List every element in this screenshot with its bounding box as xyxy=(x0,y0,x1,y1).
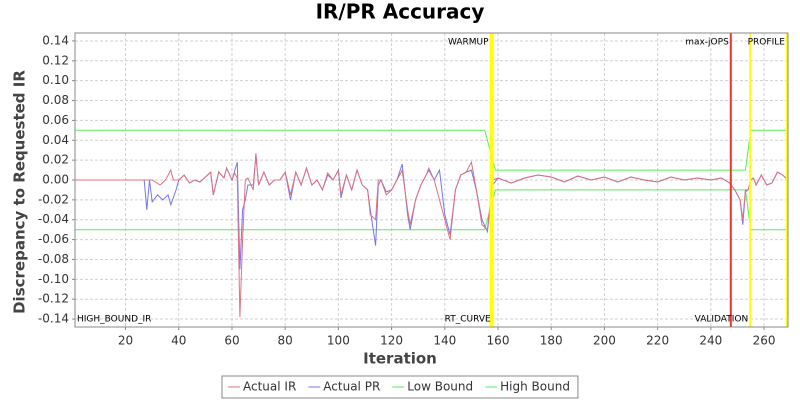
series-line xyxy=(75,129,788,171)
y-tick-label: -0.12 xyxy=(38,292,69,306)
x-tick-label: 60 xyxy=(224,334,239,348)
series-line xyxy=(75,153,789,318)
legend-label: Actual PR xyxy=(323,380,380,394)
y-tick-label: 0.00 xyxy=(42,173,69,187)
y-tick-label: -0.04 xyxy=(38,212,69,226)
x-tick-label: 120 xyxy=(380,334,403,348)
y-tick-label: 0.04 xyxy=(42,133,69,147)
annotation: WARMUP xyxy=(448,38,489,48)
x-tick-label: 140 xyxy=(433,334,456,348)
y-axis-title: Discrepancy to Requested IR xyxy=(11,70,29,314)
x-tick-label: 20 xyxy=(118,334,133,348)
x-tick-label: 260 xyxy=(753,334,776,348)
y-tick-label: -0.06 xyxy=(38,232,69,246)
y-tick-label: -0.08 xyxy=(38,252,69,266)
legend-label: Low Bound xyxy=(407,380,473,394)
annotation: max-jOPS xyxy=(685,38,729,48)
y-tick-label: 0.10 xyxy=(42,73,69,87)
x-tick-label: 220 xyxy=(646,334,669,348)
x-tick-label: 180 xyxy=(540,334,563,348)
chart-title: IR/PR Accuracy xyxy=(316,0,485,24)
y-tick-label: 0.12 xyxy=(42,53,69,67)
y-tick-label: -0.10 xyxy=(38,272,69,286)
annotation: RT_CURVE xyxy=(445,315,491,325)
y-tick-label: -0.14 xyxy=(38,312,69,326)
legend-label: Actual IR xyxy=(243,380,296,394)
y-tick-label: -0.02 xyxy=(38,192,69,206)
annotation: HIGH_BOUND_IR xyxy=(77,315,151,325)
x-tick-label: 40 xyxy=(171,334,186,348)
y-tick-label: 0.02 xyxy=(42,153,69,167)
annotation: VALIDATION xyxy=(695,315,749,325)
series-line xyxy=(75,189,788,231)
x-tick-label: 240 xyxy=(699,334,722,348)
x-axis-title: Iteration xyxy=(363,350,437,368)
x-tick-label: 80 xyxy=(278,334,293,348)
x-tick-label: 100 xyxy=(327,334,350,348)
x-tick-label: 200 xyxy=(593,334,616,348)
annotation: PROFILE xyxy=(748,38,786,48)
plot-border xyxy=(74,32,789,328)
legend: Actual IR Actual PR Low Bound High Bound xyxy=(221,375,579,399)
y-tick-label: 0.08 xyxy=(42,93,69,107)
y-tick-label: 0.06 xyxy=(42,113,69,127)
y-tick-label: 0.14 xyxy=(42,33,69,47)
x-tick-label: 160 xyxy=(487,334,510,348)
legend-label: High Bound xyxy=(500,380,570,394)
